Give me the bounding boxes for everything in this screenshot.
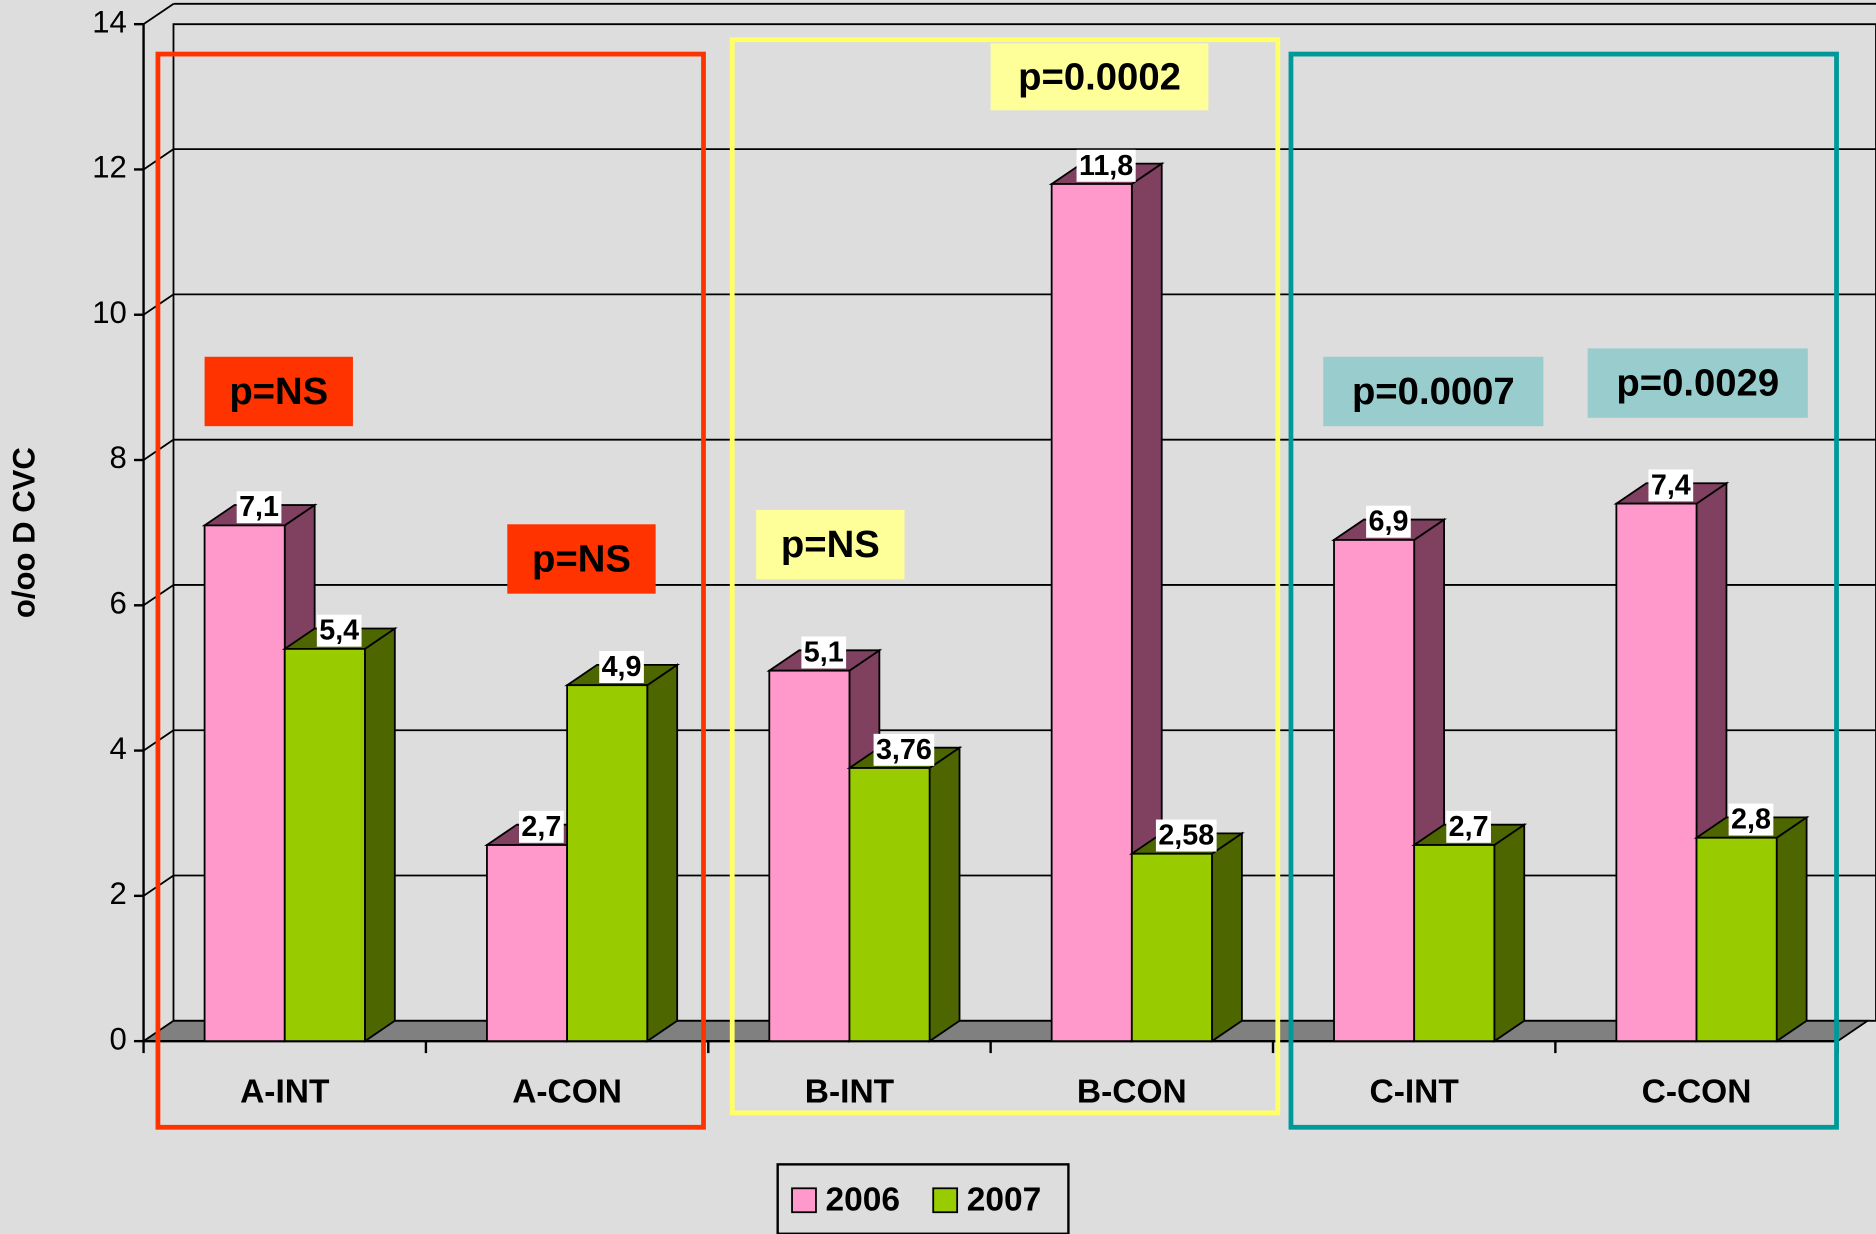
value-label-bg: [1366, 505, 1411, 538]
bar: [566, 684, 649, 1043]
value-label: 6,9: [1369, 506, 1409, 538]
value-label-bg: [316, 614, 362, 647]
y-tick-label: 2: [110, 876, 127, 911]
value-label: 7,4: [1651, 469, 1691, 501]
value-label: 2,58: [1158, 820, 1214, 852]
bar: [848, 767, 931, 1043]
bar: [768, 669, 851, 1043]
y-tick-label: 14: [92, 4, 127, 39]
value-label-bg: [1076, 149, 1136, 182]
x-tick-label: C-CON: [1642, 1074, 1752, 1111]
value-label: 3,76: [876, 734, 932, 766]
y-tick-label: 4: [110, 731, 127, 766]
floor: [140, 1019, 1871, 1043]
group-box: [1288, 51, 1839, 1130]
value-label-bg: [873, 733, 935, 766]
plot-area: [134, 2, 1876, 1054]
x-tick-label: A-CON: [512, 1074, 622, 1111]
annotation: p=NS: [532, 537, 631, 580]
grid-line: [143, 3, 174, 25]
annotation-bg: [507, 524, 656, 594]
x-tick-label: B-CON: [1077, 1074, 1187, 1111]
bar-side: [1493, 822, 1526, 1043]
legend-swatch: [932, 1187, 959, 1214]
bar: [1413, 844, 1496, 1043]
y-axis-label: o/oo D CVC: [7, 447, 42, 618]
legend-label: 2006: [826, 1181, 901, 1218]
value-label: 2,7: [521, 811, 561, 843]
y-tick-label: 10: [92, 295, 127, 330]
bar: [1333, 539, 1416, 1043]
annotation-bg: [1323, 356, 1544, 427]
annotation-bg: [756, 509, 905, 580]
group-box: [729, 37, 1281, 1116]
y-tick-label: 0: [110, 1021, 127, 1056]
value-label-bg: [1155, 819, 1217, 852]
annotation: p=NS: [781, 523, 880, 566]
x-tick-label: C-INT: [1370, 1074, 1460, 1111]
value-label: 2,8: [1731, 804, 1771, 836]
annotation-bg: [990, 43, 1209, 111]
value-label: 11,8: [1079, 150, 1133, 182]
bar: [283, 647, 366, 1043]
group-box: [155, 51, 706, 1130]
value-label-bg: [801, 636, 847, 669]
value-label-bg: [519, 810, 564, 843]
value-label: 7,1: [239, 491, 279, 523]
y-tick-label: 6: [110, 586, 127, 621]
bar-side: [1775, 815, 1808, 1043]
legend-swatch: [791, 1187, 817, 1214]
bar: [1615, 502, 1698, 1043]
annotation: p=NS: [229, 370, 328, 413]
value-label-bg: [236, 491, 282, 524]
x-tick-label: B-INT: [805, 1074, 895, 1111]
bar-side: [928, 745, 961, 1043]
bar: [1695, 836, 1778, 1043]
value-label: 5,4: [319, 615, 359, 647]
value-label: 5,1: [804, 636, 844, 668]
annotation: p=0.0029: [1616, 362, 1779, 405]
value-label-bg: [1648, 469, 1694, 502]
value-label: 4,9: [602, 651, 642, 683]
y-tick-label: 12: [92, 150, 127, 185]
value-label-bg: [1728, 803, 1774, 836]
bar-side: [364, 626, 396, 1043]
bar-side: [646, 663, 679, 1043]
bar: [1130, 852, 1213, 1043]
y-tick-label: 8: [110, 440, 127, 475]
bar: [486, 844, 569, 1043]
x-tick-label: A-INT: [240, 1074, 330, 1111]
annotation: p=0.0002: [1018, 55, 1181, 98]
value-label-bg: [599, 651, 644, 684]
bar: [203, 524, 286, 1043]
value-label-bg: [1446, 810, 1491, 843]
bar-side: [1211, 831, 1243, 1043]
legend-label: 2007: [967, 1181, 1042, 1218]
value-label: 2,7: [1449, 811, 1489, 843]
bar: [1050, 183, 1133, 1043]
legend: [776, 1163, 1070, 1234]
annotation-bg: [1587, 348, 1808, 418]
annotation: p=0.0007: [1352, 370, 1515, 413]
annotation-bg: [204, 356, 353, 427]
